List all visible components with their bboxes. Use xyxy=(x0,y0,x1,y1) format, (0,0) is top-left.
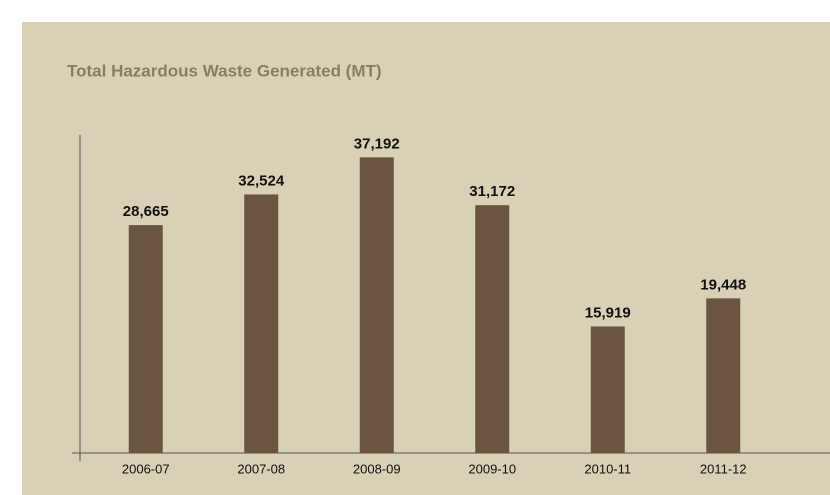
bar xyxy=(359,157,394,453)
value-label: 19,448 xyxy=(700,276,746,293)
bar xyxy=(244,194,279,453)
bar xyxy=(706,298,741,453)
bar xyxy=(590,326,625,453)
x-tick-label: 2006-07 xyxy=(122,461,170,476)
bar xyxy=(128,225,163,453)
chart-title: Total Hazardous Waste Generated (MT) xyxy=(67,61,382,80)
x-tick-label: 2007-08 xyxy=(237,461,285,476)
bar xyxy=(475,205,510,453)
x-tick-label: 2009-10 xyxy=(468,461,516,476)
value-label: 28,665 xyxy=(123,203,169,220)
value-label: 15,919 xyxy=(585,304,631,321)
x-tick-label: 2008-09 xyxy=(353,461,401,476)
x-tick-label: 2011-12 xyxy=(700,461,747,476)
x-tick-label: 2010-11 xyxy=(584,461,631,476)
value-label: 31,172 xyxy=(469,183,515,200)
value-label: 32,524 xyxy=(238,172,285,189)
value-label: 37,192 xyxy=(354,135,400,152)
